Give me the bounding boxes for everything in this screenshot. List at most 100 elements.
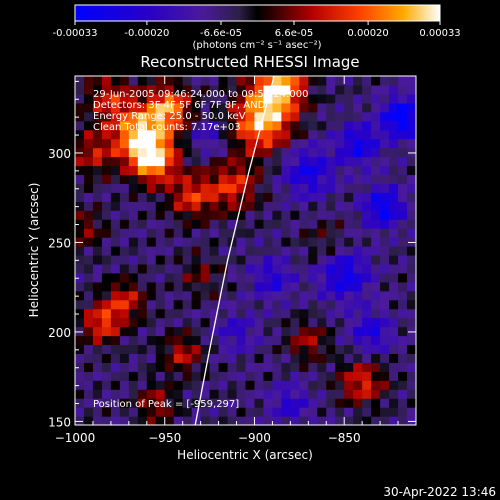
heatmap-cell [92, 174, 103, 184]
heatmap-cell [236, 183, 247, 193]
heatmap-cell [290, 362, 300, 372]
heatmap-cell [407, 201, 416, 211]
heatmap-cell [371, 380, 381, 390]
heatmap-cell [83, 84, 94, 95]
heatmap-cell [146, 416, 157, 425]
heatmap-cell [182, 183, 193, 193]
heatmap-cell [164, 147, 175, 158]
heatmap-cell [317, 93, 327, 104]
heatmap-cell [227, 147, 238, 158]
heatmap-cell [128, 201, 139, 211]
heatmap-cell [389, 398, 399, 408]
heatmap-cell [191, 129, 202, 140]
heatmap-cell [335, 219, 345, 229]
heatmap-cell [281, 263, 291, 274]
heatmap-cell [236, 416, 247, 425]
heatmap-cell [218, 362, 229, 372]
heatmap-cell [299, 290, 309, 301]
heatmap-cell [128, 299, 139, 310]
heatmap-cell [272, 407, 282, 417]
heatmap-cell [191, 371, 202, 381]
heatmap-cell [245, 228, 256, 238]
heatmap-cell [218, 219, 229, 229]
heatmap-cell [227, 407, 238, 417]
heatmap-cell [371, 290, 381, 301]
heatmap-cell [119, 147, 130, 158]
heatmap-cell [128, 254, 139, 265]
heatmap-cell [236, 290, 247, 301]
heatmap-cell [236, 192, 247, 202]
heatmap-cell [75, 254, 85, 265]
heatmap-cell [191, 263, 202, 274]
heatmap-cell [218, 165, 229, 176]
heatmap-cell [119, 84, 130, 95]
heatmap-cell [272, 237, 282, 247]
heatmap-cell [155, 353, 166, 363]
heatmap-cell [110, 237, 121, 247]
heatmap-cell [281, 416, 291, 425]
heatmap-cell [407, 416, 416, 425]
heatmap-cell [335, 147, 345, 158]
heatmap-cell [308, 156, 318, 167]
heatmap-cell [155, 281, 166, 292]
heatmap-cell [83, 380, 94, 390]
heatmap-cell [92, 398, 103, 408]
heatmap-cell [209, 84, 220, 95]
heatmap-cell [308, 120, 318, 131]
heatmap-cell [164, 228, 175, 238]
heatmap-cell [75, 237, 85, 247]
heatmap-cell [146, 353, 157, 363]
heatmap-cell [353, 398, 363, 408]
heatmap-cell [371, 228, 381, 238]
heatmap-cell [398, 299, 408, 310]
heatmap-cell [380, 254, 390, 265]
heatmap-cell [389, 147, 399, 158]
x-tick-label: −950 [148, 431, 181, 445]
heatmap-cell [110, 344, 121, 355]
heatmap-cell [227, 281, 238, 292]
heatmap-cell [380, 263, 390, 274]
colorbar-frame [74, 4, 441, 22]
heatmap-cell [344, 192, 354, 202]
heatmap-cell [317, 156, 327, 167]
heatmap-cell [146, 138, 157, 149]
heatmap-cell [272, 147, 282, 158]
heatmap-cell [308, 398, 318, 408]
heatmap-cell [92, 407, 103, 417]
heatmap-cell [380, 308, 390, 319]
heatmap-cell [191, 237, 202, 247]
heatmap-cell [362, 129, 372, 140]
heatmap-cell [110, 165, 121, 176]
heatmap-cell [371, 344, 381, 355]
heatmap-cell [344, 129, 354, 140]
heatmap-cell [119, 317, 130, 328]
heatmap-cell [245, 389, 256, 399]
heatmap-cell [371, 219, 381, 229]
heatmap-cell [173, 147, 184, 158]
heatmap-cell [272, 183, 282, 193]
heatmap-cell [164, 183, 175, 193]
heatmap-cell [236, 174, 247, 184]
heatmap-cell [209, 326, 220, 337]
heatmap-cell [155, 210, 166, 220]
heatmap-cell [110, 147, 121, 158]
heatmap-cell [281, 246, 291, 256]
heatmap-cell [299, 407, 309, 417]
heatmap-cell [317, 147, 327, 158]
heatmap-cell [227, 308, 238, 319]
heatmap-cell [281, 111, 291, 122]
heatmap-cell [83, 201, 94, 211]
heatmap-cell [182, 246, 193, 256]
heatmap-cell [407, 246, 416, 256]
heatmap-cell [110, 210, 121, 220]
heatmap-cell [191, 84, 202, 95]
heatmap-cell [92, 263, 103, 274]
heatmap-cell [137, 84, 148, 95]
heatmap-cell [173, 165, 184, 176]
heatmap-cell [317, 335, 327, 346]
heatmap-cell [155, 138, 166, 149]
heatmap-cell [254, 201, 265, 211]
heatmap-cell [236, 237, 247, 247]
heatmap-cell [389, 192, 399, 202]
heatmap-cell [290, 254, 300, 265]
